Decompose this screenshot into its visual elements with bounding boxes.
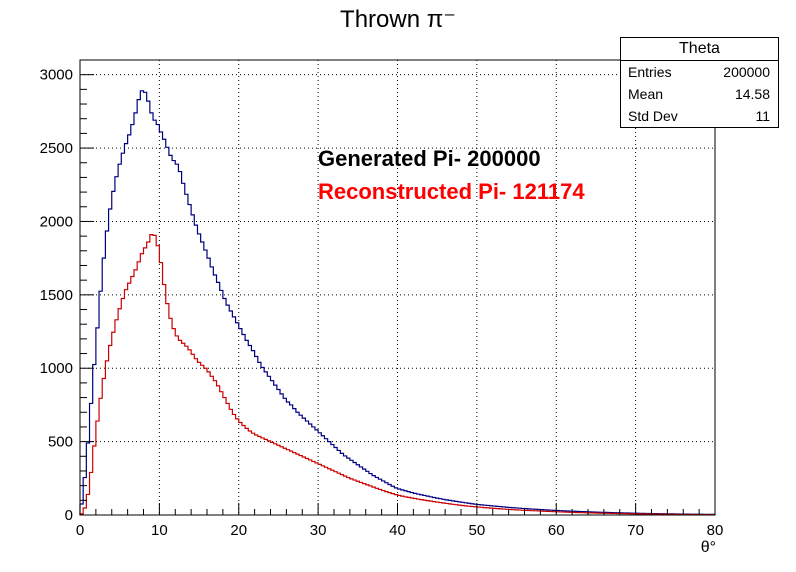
x-tick-label: 60 [548, 522, 565, 539]
x-tick-label: 20 [230, 522, 247, 539]
stats-label: Mean [628, 86, 664, 102]
x-tick-label: 50 [469, 522, 486, 539]
y-tick-label: 500 [48, 434, 73, 451]
axis-ticks [79, 59, 716, 516]
stats-row-entries: Entries 200000 [621, 61, 778, 83]
x-tick-label: 30 [310, 522, 327, 539]
generated-annotation: Generated Pi- 200000 [318, 146, 541, 171]
stats-value: 14.58 [734, 86, 770, 102]
reconstructed-annotation: Reconstructed Pi- 121174 [318, 179, 585, 204]
y-tick-label: 1500 [40, 287, 73, 304]
x-tick-label: 0 [76, 522, 84, 539]
x-tick-label: 40 [389, 522, 406, 539]
y-tick-label: 2000 [40, 213, 73, 230]
x-tick-label: 10 [151, 522, 168, 539]
stats-box: Theta Entries 200000 Mean 14.58 Std Dev … [620, 37, 779, 128]
tick-labels: 0 10 20 30 40 50 60 70 80 0 500 1000 1500 2000 2500 300… [40, 67, 724, 539]
y-tick-label: 1000 [40, 360, 73, 377]
grid-lines [80, 60, 715, 515]
stats-label: Entries [628, 64, 672, 80]
chart-title: Thrown π⁻ [340, 6, 456, 33]
x-tick-label: 70 [627, 522, 644, 539]
y-tick-label: 0 [65, 507, 73, 524]
histogram-generated [79, 90, 716, 515]
stats-value: 200000 [723, 64, 770, 80]
y-tick-label: 3000 [40, 67, 73, 84]
y-tick-label: 2500 [40, 140, 73, 157]
stats-box-title: Theta [621, 38, 778, 61]
stats-row-mean: Mean 14.58 [621, 83, 778, 105]
x-tick-label: 80 [707, 522, 724, 539]
stats-label: Std Dev [628, 108, 678, 124]
x-axis-title: θ° [701, 539, 716, 556]
stats-value: 11 [755, 108, 770, 124]
stats-row-stddev: Std Dev 11 [621, 105, 778, 127]
